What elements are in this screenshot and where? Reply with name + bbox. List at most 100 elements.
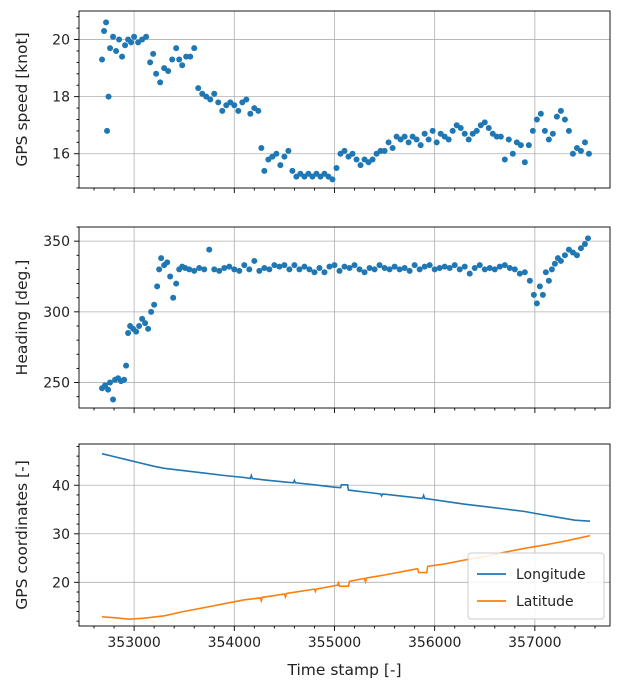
data-point [156,266,163,273]
data-point [201,266,208,273]
data-point [158,255,165,262]
data-point [577,147,584,154]
plot-area [101,452,591,621]
data-point [486,265,493,272]
data-point [449,127,456,134]
data-point [133,328,140,335]
data-point [271,262,278,269]
data-point [501,262,508,269]
data-point [329,176,336,183]
panel-2: 250 300 350 Heading [deg.] [13,226,611,413]
data-point [506,265,513,272]
data-point [169,56,176,63]
data-point [565,127,572,134]
data-point [336,267,343,274]
plot-area [99,19,592,183]
data-point [353,156,360,163]
data-point [405,139,412,146]
data-point [211,90,218,97]
data-point [148,308,155,315]
data-point [231,266,238,273]
panel-1: 16 18 20 GPS speed [knot] [13,10,611,193]
y-tick-label: 40 [52,478,70,494]
data-point [541,127,548,134]
data-point [241,262,248,269]
data-point [421,263,428,270]
data-point [485,125,492,132]
data-point [153,70,160,77]
data-point [385,139,392,146]
data-point [346,265,353,272]
data-point [341,263,348,270]
data-point [107,45,114,52]
data-point [545,277,552,284]
data-point [561,116,568,123]
data-point [116,36,123,43]
data-point [491,266,498,273]
data-point [186,266,193,273]
y-tick-label: 20 [52,33,70,49]
data-point [551,260,558,267]
y-axis-label: GPS coordinates [-] [13,460,31,609]
data-point [497,133,504,140]
data-point [426,262,433,269]
data-point [481,266,488,273]
data-point [381,265,388,272]
x-tick-label: 355000 [308,635,361,651]
data-point [425,136,432,143]
data-point [545,136,552,143]
data-point [481,119,488,126]
data-point [207,96,214,103]
y-tick-label: 250 [43,376,70,392]
data-point [446,265,453,272]
data-point [406,267,413,274]
data-point [187,53,194,60]
x-tick-label: 354000 [208,635,261,651]
data-point [277,162,284,169]
data-point [179,62,186,69]
data-point [505,136,512,143]
data-point [164,259,171,266]
data-point [143,33,150,40]
data-point [549,130,556,137]
data-point [326,263,333,270]
data-point [119,53,126,60]
data-point [416,266,423,273]
data-point [216,267,223,274]
y-tick-label: 300 [43,305,70,321]
y-tick-label: 18 [52,90,70,106]
legend-label: Latitude [516,594,574,610]
data-point [530,291,537,298]
data-point [386,266,393,273]
data-point [557,257,564,264]
data-point [476,262,483,269]
data-point [357,162,364,169]
data-point [533,116,540,123]
data-point [366,265,373,272]
data-point [411,262,418,269]
y-tick-label: 350 [43,234,70,250]
data-point [103,19,110,26]
data-point [125,330,132,337]
series-line-longitude [101,452,591,522]
data-point [321,269,328,276]
data-point [226,263,233,270]
data-point [581,240,588,247]
data-point [557,107,564,114]
data-point [333,165,340,172]
data-point [529,127,536,134]
data-point [191,45,198,52]
data-point [136,322,143,329]
data-point [151,301,158,308]
data-point [533,300,540,307]
data-point [376,262,383,269]
data-point [206,246,213,253]
data-point [516,270,523,277]
axes-frame [78,10,611,189]
data-point [211,266,218,273]
data-point [215,99,222,106]
data-point [561,252,568,259]
data-point [542,269,549,276]
data-point [105,93,112,100]
data-point [473,127,480,134]
